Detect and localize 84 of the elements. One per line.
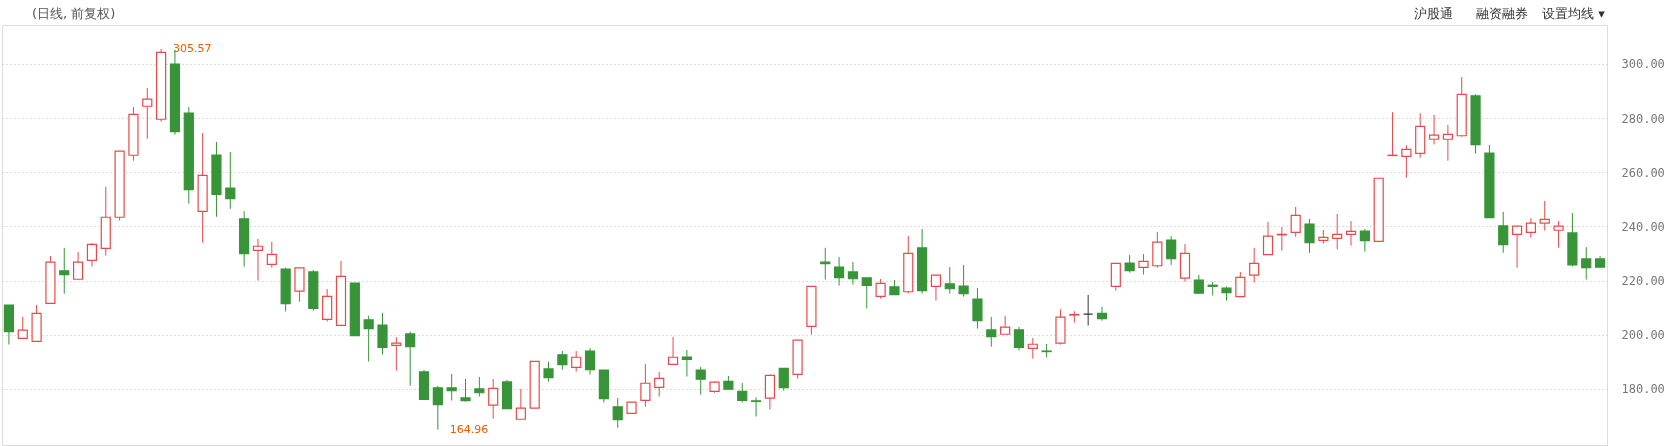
candlestick — [1332, 213, 1343, 250]
candlestick — [474, 376, 485, 398]
candlestick — [252, 238, 264, 282]
candlestick — [930, 274, 942, 302]
candlestick — [446, 373, 457, 402]
candlestick — [875, 278, 886, 299]
candlestick — [986, 316, 997, 348]
candlestick — [1193, 274, 1204, 295]
y-tick-label: 240.00 — [1621, 219, 1665, 234]
annotation: 164.96 — [449, 422, 489, 436]
candlestick — [1359, 228, 1370, 253]
candlestick — [17, 316, 28, 339]
text: 设置均线 ▾ — [1542, 6, 1606, 21]
candlestick — [1138, 253, 1149, 276]
candlestick — [377, 312, 388, 356]
candlestick — [391, 336, 402, 372]
candlestick — [681, 349, 692, 377]
annotation: 305.57 — [173, 41, 212, 55]
candlestick — [1511, 225, 1523, 269]
candlestick — [737, 382, 748, 403]
candlestick — [1498, 211, 1509, 254]
candlestick — [1166, 235, 1177, 266]
candlestick — [764, 374, 776, 411]
text: 融资融券 — [1476, 6, 1528, 21]
candlestick — [543, 361, 554, 383]
candlestick — [1581, 246, 1592, 281]
candlestick — [695, 366, 706, 396]
candlestick — [1013, 326, 1025, 351]
chart-title: (日线, 前复权) — [32, 6, 116, 21]
candlestick — [363, 315, 374, 363]
candlestick — [1069, 310, 1080, 324]
candlestick — [86, 242, 98, 268]
y-tick-label: 300.00 — [1621, 57, 1665, 72]
y-tick-label: 200.00 — [1621, 328, 1665, 343]
candlestick — [640, 363, 651, 408]
candlestick — [654, 371, 665, 398]
candlestick — [584, 347, 596, 376]
candlestick — [1304, 218, 1315, 254]
candlestick — [1235, 271, 1246, 298]
candlestick — [958, 264, 969, 298]
candlestick — [1096, 306, 1108, 322]
y-tick-label: 220.00 — [1621, 274, 1665, 289]
candlestick — [750, 396, 762, 418]
candlestick — [1290, 206, 1301, 238]
candlestick — [833, 256, 845, 286]
candlestick — [73, 251, 84, 280]
text: 沪股通 — [1414, 6, 1453, 21]
candlestick — [1249, 247, 1260, 284]
candlestick — [142, 87, 153, 140]
candlestick — [1110, 262, 1121, 292]
candlestick — [1553, 220, 1564, 249]
candlestick — [1152, 231, 1163, 269]
y-tick-label: 180.00 — [1621, 382, 1665, 397]
candlestick — [1401, 144, 1412, 179]
candlestick — [612, 397, 623, 429]
candlestick — [460, 378, 471, 403]
candlestick — [557, 350, 568, 371]
candlestick — [1276, 226, 1287, 252]
y-tick-label: 280.00 — [1621, 111, 1665, 126]
candlestick — [1000, 315, 1011, 335]
candlestick — [1262, 221, 1274, 256]
y-tick-label: 260.00 — [1621, 165, 1665, 180]
candlestick — [225, 151, 236, 210]
candlestick — [1525, 217, 1536, 239]
candlestick — [861, 277, 872, 310]
candlestick — [1027, 337, 1038, 360]
candlestick — [515, 388, 526, 420]
candlestick — [1345, 220, 1357, 247]
candlestick — [571, 350, 582, 373]
candlestick — [488, 378, 499, 420]
candlestick — [778, 367, 789, 392]
candlestick — [432, 385, 443, 431]
candlestick — [972, 287, 983, 330]
candlestick — [322, 288, 333, 323]
candlestick — [1428, 114, 1440, 145]
candlestick — [847, 261, 859, 286]
candlestick — [59, 247, 70, 295]
candlestick — [667, 336, 679, 365]
candlestick — [944, 266, 955, 295]
candlestick — [405, 331, 416, 387]
candlestick — [266, 241, 277, 269]
candlestick — [1539, 200, 1550, 232]
candlestick — [294, 267, 305, 303]
candlestick — [1442, 124, 1453, 162]
